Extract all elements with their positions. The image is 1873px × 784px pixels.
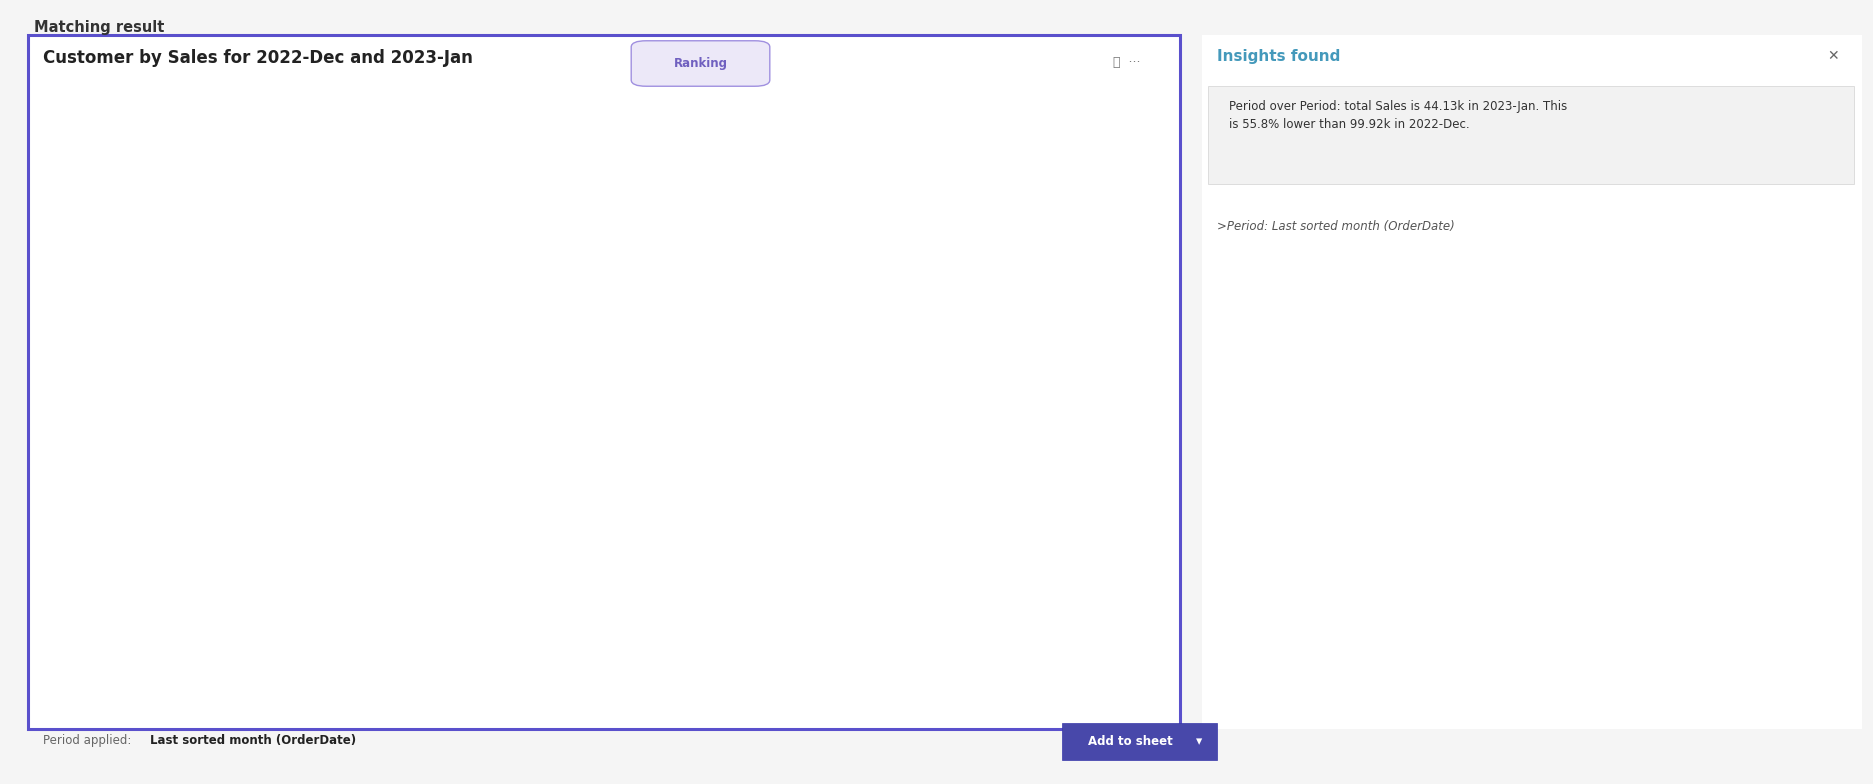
Text: Period applied:: Period applied: (43, 735, 135, 747)
Text: ▾: ▾ (1195, 735, 1202, 748)
Text: 7.78k: 7.78k (438, 172, 472, 185)
Text: Insights found: Insights found (1217, 49, 1341, 64)
Bar (187, 530, 290, 570)
Text: Period over Period: total Sales is 44.13k in 2023-Jan. This
is 55.8% lower than : Period over Period: total Sales is 44.13… (1229, 100, 1568, 131)
Text: 3.24k: 3.24k (296, 543, 328, 557)
Bar (187, 198, 199, 238)
Bar (187, 322, 264, 362)
Text: 663.8: 663.8 (214, 459, 247, 472)
Text: Ranking: Ranking (674, 57, 727, 70)
Text: 3.84k: 3.84k (315, 296, 347, 309)
Text: Last sorted month (OrderDate): Last sorted month (OrderDate) (150, 735, 356, 747)
Text: Customer by Sales for 2022-Dec and 2023-Jan: Customer by Sales for 2022-Dec and 2023-… (43, 49, 474, 67)
Bar (187, 446, 208, 485)
Text: Add to sheet: Add to sheet (1088, 735, 1172, 748)
Bar (187, 406, 302, 446)
Text: ✕: ✕ (1828, 49, 1839, 64)
Text: 3.63k: 3.63k (307, 419, 341, 433)
Text: Matching result: Matching result (34, 20, 165, 34)
Text: >Period: Last sorted month (OrderDate): >Period: Last sorted month (OrderDate) (1217, 220, 1455, 233)
Text: 2.42k: 2.42k (270, 336, 302, 349)
Bar (187, 159, 433, 198)
Text: ⛶  ···: ⛶ ··· (1113, 56, 1141, 70)
X-axis label: Sales 2023-Jan, Sales 2022-Dec: Sales 2023-Jan, Sales 2022-Dec (560, 693, 760, 706)
Y-axis label: Customer: Customer (77, 352, 90, 416)
Bar (187, 283, 309, 322)
Text: 372.92: 372.92 (204, 212, 245, 225)
